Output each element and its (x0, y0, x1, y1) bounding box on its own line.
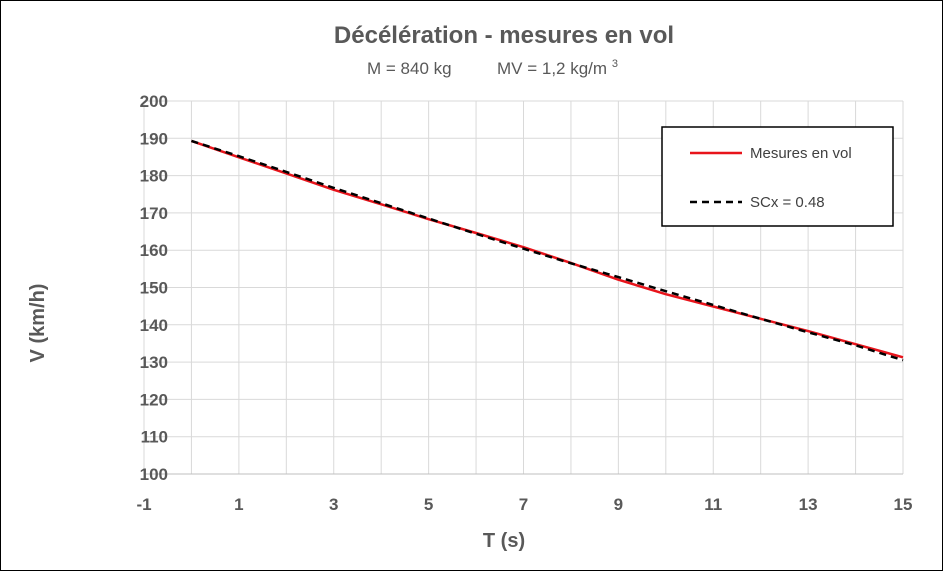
y-tick-label: 120 (140, 390, 168, 409)
legend-box (661, 126, 894, 227)
x-axis-title: T (s) (483, 530, 525, 552)
x-tick-label: 7 (519, 495, 528, 514)
y-tick-label: 100 (140, 465, 168, 484)
y-axis-title: V (km/h) (27, 284, 49, 363)
x-tick-label: 13 (799, 495, 818, 514)
plot-series (190, 139, 904, 362)
y-tick-label: 170 (140, 204, 168, 223)
y-tick-label: 140 (140, 316, 168, 335)
legend: Mesures en vol SCx = 0.48 (661, 126, 894, 227)
x-tick-label: -1 (136, 495, 151, 514)
y-tick-label: 130 (140, 353, 168, 372)
y-tick-label: 160 (140, 241, 168, 260)
y-tick-label: 200 (140, 92, 168, 111)
y-tick-label: 190 (140, 129, 168, 148)
x-tick-label: 1 (234, 495, 243, 514)
chart-subtitle: M = 840 kg MV = 1,2 kg/m 3 (367, 58, 618, 78)
legend-label-scx: SCx = 0.48 (750, 194, 825, 211)
x-tick-label: 9 (614, 495, 623, 514)
y-axis-tick-labels: 100 110 120 130 140 150 160 170 180 190 200 (140, 92, 168, 484)
x-tick-label: 3 (329, 495, 338, 514)
x-tick-label: 15 (894, 495, 913, 514)
y-tick-label: 180 (140, 167, 168, 186)
subtitle-density-exponent: 3 (612, 58, 618, 70)
x-tick-label: 11 (704, 495, 722, 514)
subtitle-mass: M = 840 kg (367, 59, 452, 78)
series-line-scx (191, 139, 904, 362)
legend-label-measured: Mesures en vol (750, 145, 852, 162)
horizontal-gridlines (144, 100, 903, 475)
x-tick-label: 5 (424, 495, 433, 514)
x-axis-tick-labels: -1 1 3 5 7 9 11 13 15 (136, 495, 912, 514)
subtitle-density: MV = 1,2 kg/m (497, 59, 607, 78)
y-tick-label: 110 (141, 428, 168, 447)
chart-title: Décélération - mesures en vol (334, 22, 674, 49)
y-tick-label: 150 (140, 279, 168, 298)
